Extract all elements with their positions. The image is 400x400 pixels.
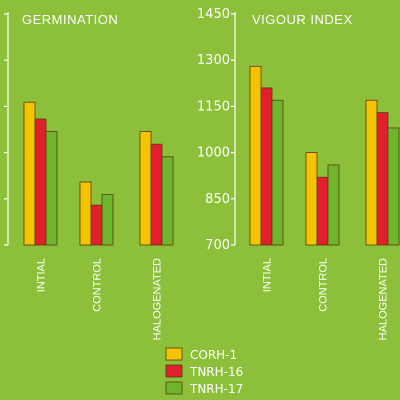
vigour-index-bars [249,65,400,246]
legend-swatch-tnrh-16 [165,364,183,378]
germination-bars [23,101,174,246]
germination-bar-control-tnrh-16 [90,204,103,246]
germination-bar-intial-corh-1 [23,101,36,246]
germination-category-labels: INTIAL CONTROL HALOGENATED [36,258,164,340]
vigour-index-panel: VIGOUR INDEX 700 850 1000 1150 1300 1450 INTI… [197,7,400,340]
germination-category-label: INTIAL [36,258,48,292]
vigour-index-category-labels: INTIAL CONTROL HALOGENATED [262,258,390,340]
germination-ticks [4,13,8,246]
vigour-index-tick-label: 1300 [197,53,230,68]
germination-bar-control-tnrh-17 [101,194,114,246]
germination-bar-control-corh-1 [79,181,92,246]
vigour-index-category-label: CONTROL [318,258,330,312]
vigour-index-bar-control-tnrh-17 [327,164,340,246]
germination-panel: GERMINATION INTIAL CONTROL HALOGENATED [4,12,174,340]
vigour-index-bar-intial-corh-1 [249,65,262,246]
vigour-index-bar-intial-tnrh-16 [260,87,273,246]
germination-bar-intial-tnrh-16 [34,118,47,246]
germination-title: GERMINATION [22,12,118,27]
vigour-index-title: VIGOUR INDEX [252,12,353,27]
legend-label-tnrh-17: TNRH-17 [189,382,243,396]
vigour-index-category-label: HALOGENATED [378,258,390,340]
germination-bar-intial-tnrh-17 [45,131,58,246]
vigour-index-bar-halogenated-tnrh-17 [387,127,400,246]
vigour-index-tick-label: 1000 [197,146,230,161]
legend: CORH-1 TNRH-16 TNRH-17 [165,347,243,396]
vigour-index-bar-control-tnrh-16 [316,176,329,246]
germination-bar-halogenated-tnrh-16 [150,143,163,246]
germination-bar-halogenated-corh-1 [139,131,152,246]
vigour-index-bar-intial-tnrh-17 [271,99,284,246]
vigour-index-ticks: 700 850 1000 1150 1300 1450 [197,7,235,253]
legend-swatch-tnrh-17 [165,381,183,395]
vigour-index-bar-halogenated-tnrh-16 [376,112,389,246]
legend-label-corh-1: CORH-1 [190,348,237,362]
vigour-index-category-label: INTIAL [262,258,274,292]
vigour-index-tick-label: 700 [205,238,230,253]
vigour-index-tick-label: 850 [205,192,230,207]
vigour-index-bar-halogenated-corh-1 [365,99,378,246]
vigour-index-tick-label: 1150 [197,99,230,114]
legend-swatch-corh-1 [165,347,183,361]
vigour-index-bar-control-corh-1 [305,152,318,246]
vigour-index-tick-label: 1450 [197,7,230,22]
germination-category-label: CONTROL [92,258,104,312]
germination-bar-halogenated-tnrh-17 [161,156,174,246]
germination-category-label: HALOGENATED [152,258,164,340]
legend-label-tnrh-16: TNRH-16 [189,365,243,379]
